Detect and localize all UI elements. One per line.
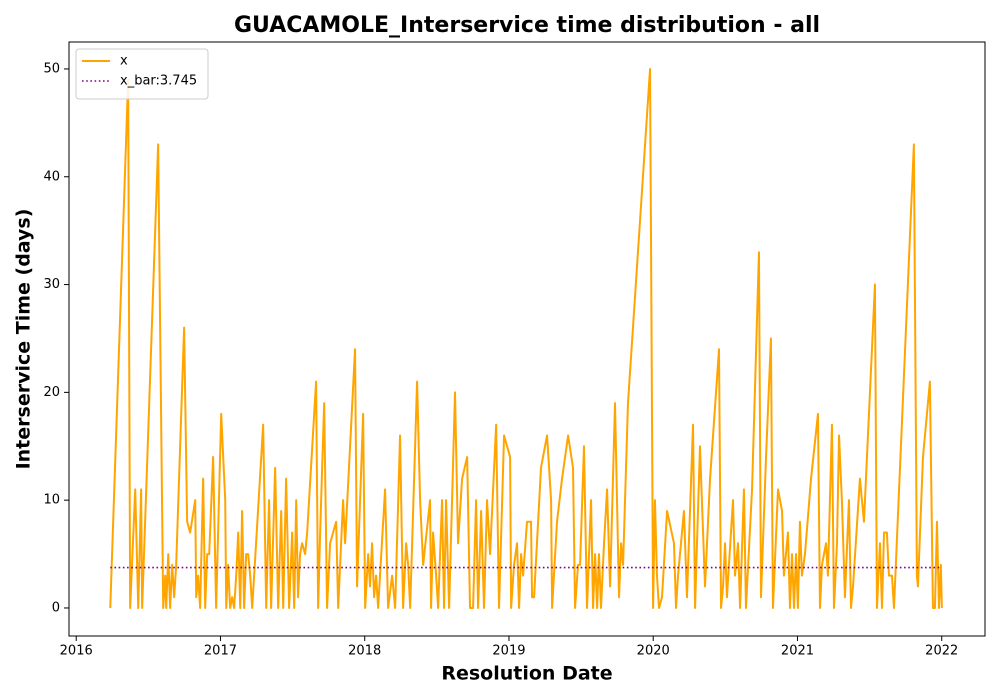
y-tick-label: 50 (43, 61, 60, 76)
y-axis-label: Interservice Time (days) (13, 209, 35, 470)
x-tick-label: 2020 (637, 644, 670, 659)
chart-title: GUACAMOLE_Interservice time distribution… (234, 13, 820, 38)
x-tick-label: 2022 (925, 644, 958, 659)
y-tick-label: 30 (43, 277, 60, 292)
legend-label: x (120, 54, 128, 69)
x-tick-label: 2016 (60, 644, 93, 659)
y-tick-label: 40 (43, 169, 60, 184)
x-tick-label: 2017 (204, 644, 237, 659)
x-tick-label: 2021 (781, 644, 814, 659)
x-tick-label: 2019 (492, 644, 525, 659)
y-tick-label: 20 (43, 385, 60, 400)
legend-label: x_bar:3.745 (120, 74, 197, 89)
y-tick-label: 0 (52, 600, 60, 615)
x-axis-label: Resolution Date (441, 663, 612, 685)
y-tick-label: 10 (43, 493, 60, 508)
x-tick-label: 2018 (348, 644, 381, 659)
series-line (109, 67, 943, 609)
plot-frame (68, 41, 986, 637)
